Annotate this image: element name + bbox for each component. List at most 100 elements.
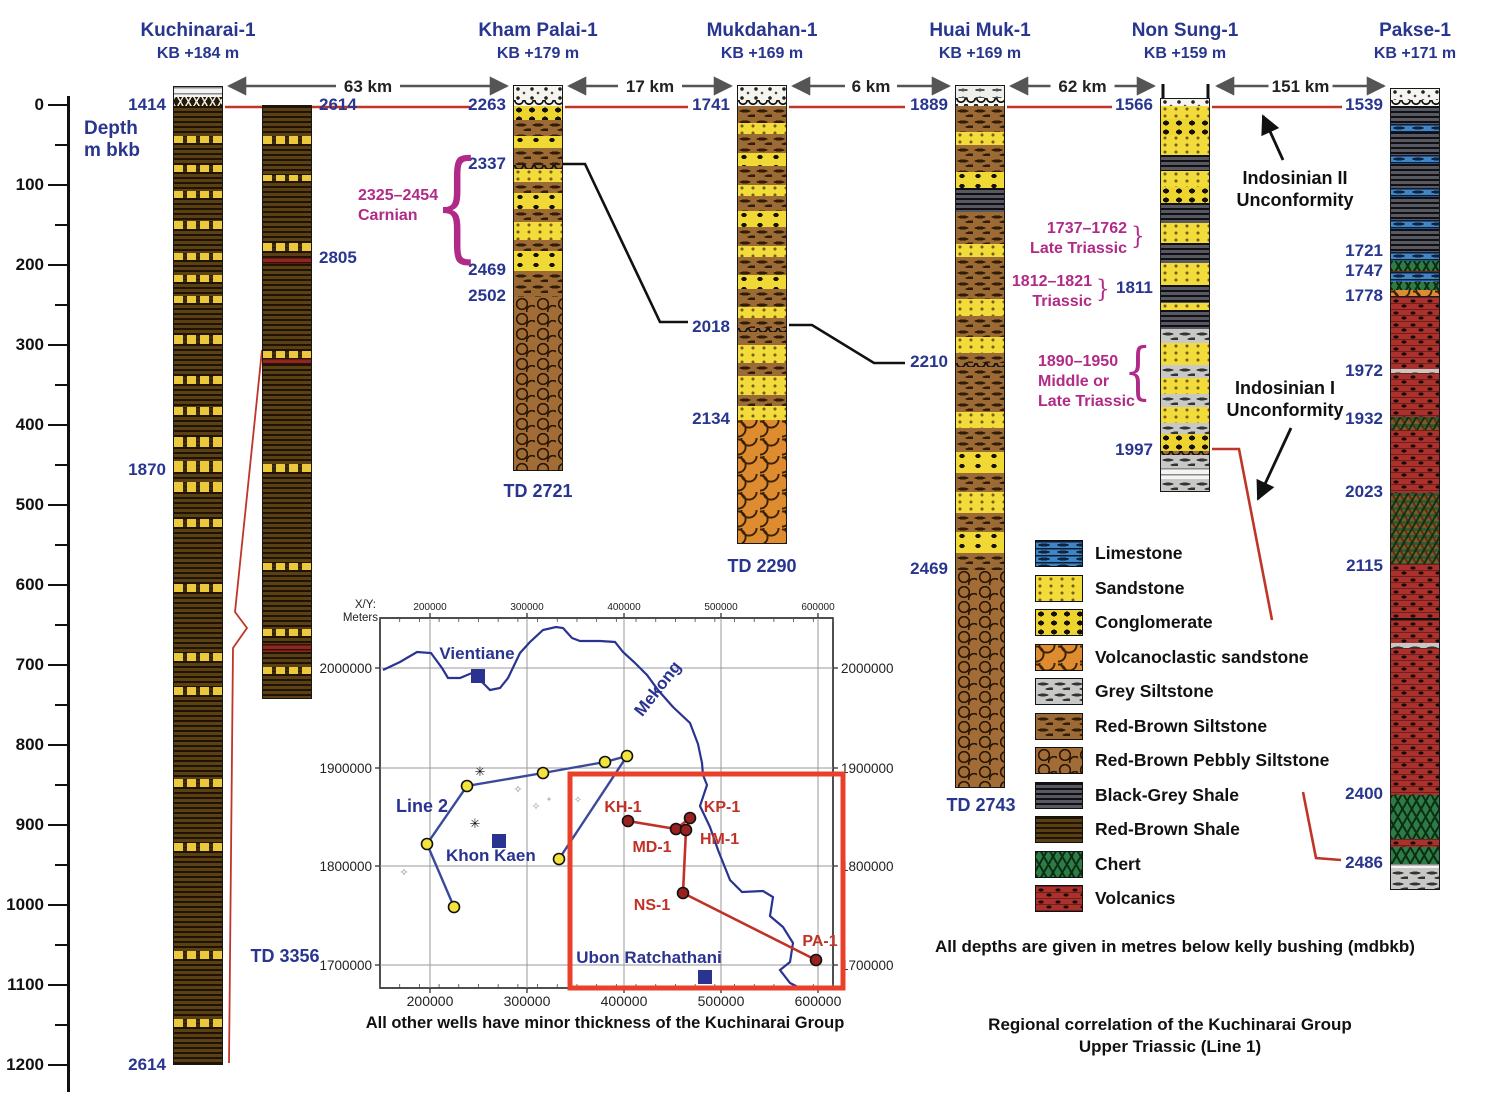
lith-band-bs	[1161, 285, 1209, 303]
td-label-huai-muk-1: TD 2743	[946, 795, 1016, 815]
map-y-tick-label-right: 1900000	[841, 761, 894, 776]
lith-band-ss	[738, 375, 786, 395]
depth-major-tick	[48, 503, 68, 507]
depth-label: 1741	[692, 95, 730, 114]
lith-band-sq	[1161, 450, 1209, 455]
line1-path	[627, 814, 817, 962]
lith-band-sh	[174, 282, 222, 297]
well-name-huai-muk-1: Huai Muk-1	[929, 20, 1031, 41]
lith-band-sst	[263, 174, 311, 182]
lith-band-sh	[263, 364, 311, 465]
age-annotation-late-triassic: 1737–1762 Late Triassic	[1005, 219, 1127, 259]
lith-band-sst	[263, 350, 311, 358]
lith-band-ss	[1161, 262, 1209, 286]
depth-major-tick	[48, 263, 68, 267]
brace-late-triassic: }	[1131, 222, 1145, 250]
lith-band-rs	[514, 147, 562, 166]
depth-label: 1932	[1345, 409, 1383, 429]
figure-title-line1: Regional correlation of the Kuchinarai G…	[988, 1015, 1352, 1034]
lith-band-sst	[174, 518, 222, 527]
lith-band-cm	[1391, 493, 1439, 565]
lith-band-rs	[738, 362, 786, 376]
lith-band-gs	[1161, 422, 1209, 434]
legend-label: Volcanoclastic sandstone	[1095, 646, 1309, 667]
legend-label: Chert	[1095, 853, 1141, 874]
lith-band-ss	[1161, 342, 1209, 366]
depth-label: 2805	[319, 247, 357, 267]
well-column-kuchinarai-1	[173, 86, 223, 1065]
lith-band-sh	[174, 142, 222, 166]
lith-band-bs	[956, 188, 1004, 213]
map-y-tick-label-right: 1700000	[841, 958, 894, 973]
legend-label: Red-Brown Siltstone	[1095, 715, 1268, 736]
age-annotation-line: Late Triassic	[1038, 393, 1135, 410]
lith-band-ls	[1391, 251, 1439, 262]
lith-band-sh	[174, 260, 222, 275]
legend-label: Sandstone	[1095, 577, 1185, 598]
depth-minor-tick	[55, 383, 68, 387]
lith-band-bs	[1161, 242, 1209, 263]
depth-label: 2018	[692, 316, 730, 336]
depth-axis-title-line1: Depth	[84, 118, 138, 139]
indosinian-ii-line2: Unconformity	[1236, 190, 1354, 210]
city-marker	[471, 669, 485, 683]
lith-band-rs	[738, 226, 786, 246]
lith-band-rs	[956, 316, 1004, 338]
lith-band-sc	[956, 532, 1004, 554]
lith-band-bs	[1391, 106, 1439, 124]
lith-band-sst	[174, 686, 222, 695]
lith-band-cm	[1391, 417, 1439, 430]
legend-swatch-cg	[1035, 609, 1083, 636]
depth-label: 2134	[692, 409, 730, 429]
well-name-kham-palai-1: Kham Palai-1	[478, 20, 598, 41]
lith-band-pb	[956, 570, 1004, 788]
map-y-tick-label-right: 2000000	[841, 661, 894, 676]
lith-band-sst	[263, 629, 311, 637]
legend-swatch-vc	[1035, 643, 1083, 671]
legend-swatch-rs	[1035, 712, 1083, 740]
legend-item-ss: Sandstone	[1035, 574, 1365, 602]
legend-label: Red-Brown Shale	[1095, 819, 1240, 839]
lith-band-ss	[956, 412, 1004, 429]
lith-band-sst	[174, 376, 222, 385]
lith-band-rs	[956, 212, 1004, 245]
map-x-tick-label-bottom: 600000	[795, 993, 842, 1009]
lith-band-vo	[1391, 647, 1439, 795]
depth-label: 1539	[1345, 95, 1383, 114]
figure-title-line2: Upper Triassic (Line 1)	[1078, 1037, 1262, 1056]
lith-band-cg	[514, 106, 562, 120]
depth-label: 1747	[1345, 261, 1383, 281]
lith-band-sh	[263, 263, 311, 351]
depth-minor-tick	[55, 623, 68, 627]
lith-band-rs	[738, 331, 786, 346]
lith-band-bs	[1391, 164, 1439, 188]
map-x-tick-label-top: 400000	[607, 602, 641, 613]
well-kb-kuchinarai-1: KB +184 m	[156, 45, 240, 62]
depth-major-tick	[48, 743, 68, 747]
depth-tick-label: 600	[15, 575, 44, 594]
lith-band-sst	[263, 136, 311, 144]
depth-major-tick	[48, 423, 68, 427]
lith-band-ss	[956, 298, 1004, 317]
city-label: Vientiane	[439, 644, 514, 663]
indosinian-ii-line1: Indosinian II	[1242, 168, 1348, 188]
distance-label: 62 km	[1058, 77, 1106, 96]
lith-band-vo	[1391, 838, 1439, 847]
lith-band-sst	[174, 584, 222, 593]
depth-tick-label: 1100	[7, 975, 44, 994]
lith-band-sh	[174, 229, 222, 254]
lith-band-ch	[1391, 261, 1439, 271]
lith-band-rs	[738, 134, 786, 154]
line2-well-marker	[447, 900, 461, 914]
line2-well-marker	[420, 837, 434, 851]
indosinian-i-unconformity-label: Indosinian I Unconformity	[1180, 377, 1390, 421]
lith-band-sh	[263, 472, 311, 563]
lith-band-ss	[514, 222, 562, 240]
lith-band-sst	[174, 1018, 222, 1027]
lith-band-sst	[174, 136, 222, 143]
well-kb-pakse-1: KB +171 m	[1373, 45, 1457, 62]
lith-band-sh	[174, 472, 222, 482]
depth-tick-label: 400	[15, 415, 44, 434]
lith-band-ss	[956, 244, 1004, 258]
lith-band-sh	[174, 850, 222, 951]
